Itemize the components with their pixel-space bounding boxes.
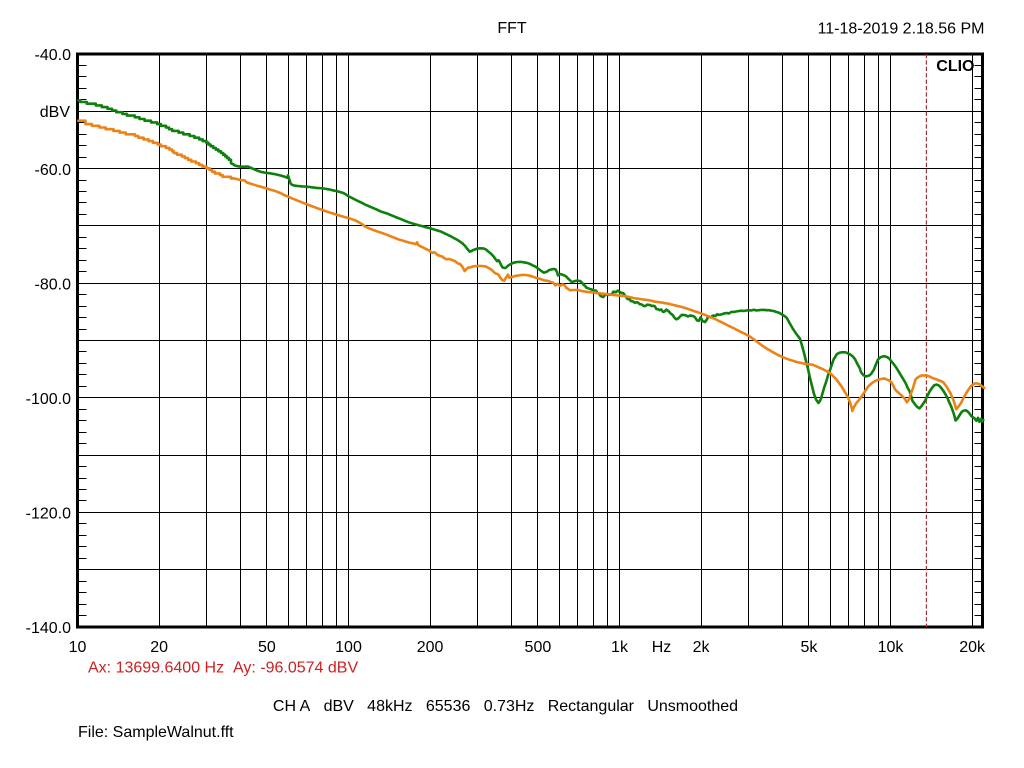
svg-text:500: 500 (525, 639, 552, 656)
svg-text:10: 10 (69, 639, 87, 656)
svg-text:100: 100 (335, 639, 362, 656)
svg-text:50: 50 (258, 639, 276, 656)
svg-text:10k: 10k (878, 639, 905, 656)
svg-text:20k: 20k (959, 639, 986, 656)
svg-text:dBV: dBV (40, 104, 71, 121)
svg-text:11-18-2019 2.18.56 PM: 11-18-2019 2.18.56 PM (818, 21, 985, 38)
svg-text:-40.0: -40.0 (35, 47, 72, 64)
svg-text:5k: 5k (800, 639, 818, 656)
svg-text:-80.0: -80.0 (35, 276, 72, 293)
svg-text:-140.0: -140.0 (26, 620, 71, 637)
svg-text:CH A dBV 48kHz 65536 0: CH A dBV 48kHz 65536 0.73Hz Rectangular … (273, 698, 738, 715)
svg-text:File: SampleWalnut.fft: File: SampleWalnut.fft (78, 724, 234, 741)
svg-text:-100.0: -100.0 (26, 391, 71, 408)
svg-text:2k: 2k (693, 639, 711, 656)
svg-text:1k: 1k (611, 639, 629, 656)
svg-text:Hz: Hz (652, 639, 672, 656)
svg-text:20: 20 (150, 639, 168, 656)
svg-text:Ax: 13699.6400 Hz Ay: -96.057: Ax: 13699.6400 Hz Ay: -96.0574 dBV (88, 660, 358, 677)
svg-text:FFT: FFT (497, 20, 527, 37)
svg-text:200: 200 (417, 639, 444, 656)
svg-text:-120.0: -120.0 (26, 506, 71, 523)
svg-text:-60.0: -60.0 (35, 162, 72, 179)
svg-text:CLIO: CLIO (936, 58, 974, 75)
